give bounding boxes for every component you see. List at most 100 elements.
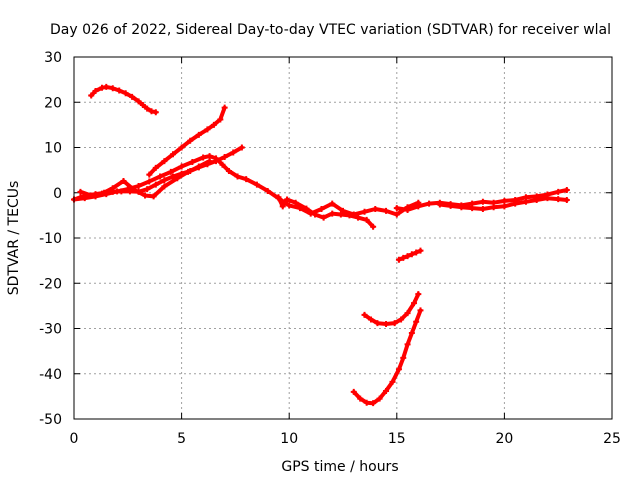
x-tick-label: 25 bbox=[603, 431, 621, 447]
data-point bbox=[350, 388, 357, 395]
data-point bbox=[393, 211, 400, 218]
data-point bbox=[185, 168, 192, 175]
data-point bbox=[400, 354, 407, 361]
data-point bbox=[279, 203, 286, 210]
y-tick-label: 30 bbox=[44, 50, 62, 66]
data-point bbox=[92, 87, 99, 94]
data-point bbox=[361, 311, 368, 318]
y-tick-label: -20 bbox=[39, 276, 62, 292]
data-point bbox=[329, 210, 336, 217]
data-point bbox=[178, 163, 185, 170]
data-point bbox=[469, 205, 476, 212]
y-tick-label: -40 bbox=[39, 367, 62, 383]
data-point bbox=[206, 158, 213, 165]
data-point bbox=[404, 341, 411, 348]
data-point bbox=[413, 249, 420, 256]
data-point bbox=[88, 92, 95, 99]
data-point bbox=[391, 320, 398, 327]
data-point bbox=[150, 193, 157, 200]
data-point bbox=[411, 300, 418, 307]
y-tick-label: -30 bbox=[39, 322, 62, 338]
data-point bbox=[393, 205, 400, 212]
data-point bbox=[161, 158, 168, 165]
data-point bbox=[146, 178, 153, 185]
data-point bbox=[200, 154, 207, 161]
chart-title: Day 026 of 2022, Sidereal Day-to-day VTE… bbox=[50, 22, 611, 38]
data-point bbox=[292, 199, 299, 206]
x-tick-label: 0 bbox=[70, 431, 79, 447]
data-point bbox=[243, 176, 250, 183]
data-point bbox=[404, 310, 411, 317]
data-point bbox=[395, 256, 402, 263]
data-point bbox=[284, 196, 291, 203]
data-point bbox=[355, 214, 362, 221]
data-point bbox=[404, 206, 411, 213]
data-point bbox=[238, 144, 245, 151]
data-point bbox=[367, 316, 374, 323]
data-point bbox=[169, 151, 176, 158]
data-point bbox=[195, 131, 202, 138]
axis-ticks: 0 5 10 15 20 25 -50 -40 -30 -20 -10 0 10 20 30 bbox=[39, 50, 621, 447]
data-point bbox=[142, 192, 149, 199]
data-point bbox=[303, 205, 310, 212]
data-point bbox=[312, 211, 319, 218]
data-point bbox=[370, 400, 377, 407]
data-point bbox=[512, 200, 519, 207]
data-point bbox=[415, 203, 422, 210]
data-point bbox=[152, 164, 159, 171]
data-point bbox=[221, 104, 228, 111]
data-point bbox=[114, 188, 121, 195]
data-point bbox=[376, 395, 383, 402]
data-point bbox=[109, 185, 116, 192]
data-point bbox=[318, 206, 325, 213]
data-point bbox=[417, 247, 424, 254]
data-point bbox=[329, 200, 336, 207]
data-point bbox=[253, 181, 260, 188]
data-point bbox=[103, 83, 110, 90]
data-point bbox=[361, 208, 368, 215]
data-point bbox=[217, 116, 224, 123]
data-point bbox=[195, 163, 202, 170]
y-tick-label: -10 bbox=[39, 231, 62, 247]
data-point bbox=[447, 202, 454, 209]
data-point bbox=[413, 318, 420, 325]
x-tick-label: 15 bbox=[388, 431, 406, 447]
data-point bbox=[174, 175, 181, 182]
data-point bbox=[363, 399, 370, 406]
data-point bbox=[189, 158, 196, 165]
data-point bbox=[408, 251, 415, 258]
data-point bbox=[522, 198, 529, 205]
data-point bbox=[357, 395, 364, 402]
data-point bbox=[210, 121, 217, 128]
data-point bbox=[109, 85, 116, 92]
grid-lines bbox=[74, 57, 612, 419]
data-point bbox=[204, 126, 211, 133]
data-point bbox=[161, 183, 168, 190]
plot-frame bbox=[73, 56, 613, 420]
data-point bbox=[383, 387, 390, 394]
y-tick-label: 0 bbox=[53, 186, 62, 202]
data-point bbox=[436, 201, 443, 208]
data-point bbox=[120, 177, 127, 184]
data-point bbox=[152, 181, 159, 188]
y-axis-label: SDTVAR / TECUs bbox=[6, 181, 22, 296]
data-point bbox=[479, 198, 486, 205]
data-point bbox=[225, 168, 232, 175]
data-point bbox=[320, 214, 327, 221]
data-point bbox=[555, 188, 562, 195]
data-point bbox=[415, 291, 422, 298]
data-point bbox=[372, 206, 379, 213]
data-point bbox=[213, 155, 220, 162]
data-point bbox=[161, 177, 168, 184]
x-axis-label: GPS time / hours bbox=[281, 459, 398, 475]
data-point bbox=[563, 187, 570, 194]
data-point bbox=[383, 320, 390, 327]
data-point bbox=[144, 105, 151, 112]
data-point bbox=[395, 366, 402, 373]
data-point bbox=[219, 161, 226, 168]
data-point bbox=[146, 171, 153, 178]
data-point bbox=[178, 144, 185, 151]
data-point bbox=[152, 109, 159, 116]
data-point bbox=[129, 93, 136, 100]
data-point bbox=[275, 194, 282, 201]
